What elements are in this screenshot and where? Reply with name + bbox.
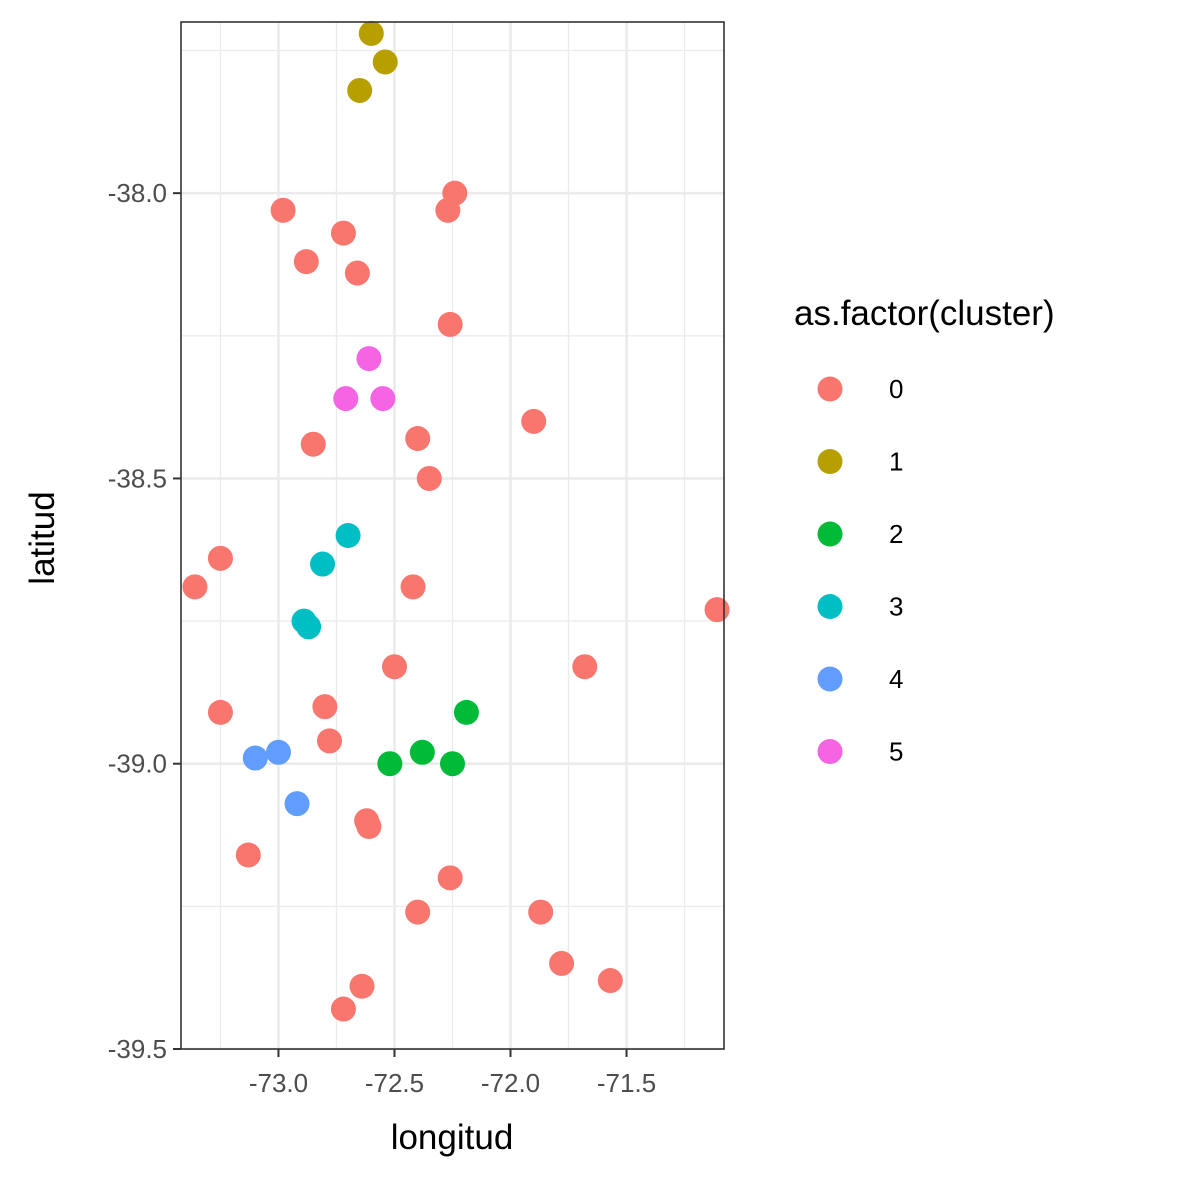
data-point-cluster-0 xyxy=(405,426,431,452)
data-point-cluster-0 xyxy=(381,654,407,680)
y-axis-title: latitud xyxy=(23,491,62,584)
data-point-cluster-0 xyxy=(572,654,598,680)
data-point-cluster-0 xyxy=(207,699,233,725)
data-point-cluster-0 xyxy=(597,968,623,994)
legend-key-3 xyxy=(817,594,843,619)
data-point-cluster-0 xyxy=(521,408,547,434)
legend-key-1 xyxy=(817,449,843,474)
data-point-cluster-3 xyxy=(335,523,361,548)
data-point-cluster-1 xyxy=(347,77,373,103)
data-point-cluster-5 xyxy=(356,346,382,372)
data-point-cluster-0 xyxy=(437,311,463,337)
y-tick-label: -39.0 xyxy=(108,749,167,779)
legend-label-2: 2 xyxy=(889,519,903,549)
legend-key-5 xyxy=(817,739,843,764)
data-point-cluster-0 xyxy=(235,842,261,868)
data-point-cluster-0 xyxy=(528,899,554,925)
data-point-cluster-1 xyxy=(358,20,384,46)
data-point-cluster-0 xyxy=(182,574,208,600)
legend-label-1: 1 xyxy=(889,447,903,477)
legend-key-0 xyxy=(817,376,843,402)
data-point-cluster-0 xyxy=(356,813,382,839)
legend-title: as.factor(cluster) xyxy=(794,294,1055,333)
data-point-cluster-0 xyxy=(317,728,343,754)
data-point-cluster-2 xyxy=(440,751,465,777)
data-point-cluster-5 xyxy=(370,386,396,412)
data-point-cluster-2 xyxy=(409,739,435,765)
legend-key-2 xyxy=(817,521,843,547)
data-point-cluster-0 xyxy=(330,996,356,1022)
data-point-cluster-0 xyxy=(207,545,233,571)
y-axis: -38.0 -38.5 -39.0 -39.5 xyxy=(108,178,181,1064)
data-point-cluster-0 xyxy=(270,197,296,223)
data-point-cluster-0 xyxy=(300,431,326,457)
x-tick-label: -73.0 xyxy=(249,1068,308,1098)
data-point-cluster-0 xyxy=(400,574,426,600)
legend-label-3: 3 xyxy=(889,592,903,622)
data-point-cluster-2 xyxy=(377,751,403,777)
legend-label-4: 4 xyxy=(889,664,903,694)
data-point-cluster-0 xyxy=(312,694,338,720)
data-point-cluster-5 xyxy=(333,386,359,412)
data-point-cluster-0 xyxy=(549,950,575,976)
legend-label-5: 5 xyxy=(889,737,903,767)
data-point-cluster-0 xyxy=(416,465,442,491)
data-point-cluster-0 xyxy=(704,597,730,623)
plot-border xyxy=(180,21,725,1050)
data-point-cluster-4 xyxy=(265,739,291,765)
data-point-cluster-4 xyxy=(242,745,268,771)
y-tick-label: -38.5 xyxy=(108,463,167,493)
data-point-cluster-0 xyxy=(437,865,463,891)
legend-key-4 xyxy=(817,666,843,692)
legend-label-0: 0 xyxy=(889,374,903,404)
x-tick-label: -71.5 xyxy=(597,1068,656,1098)
data-point-cluster-3 xyxy=(296,614,322,640)
data-point-cluster-0 xyxy=(293,249,319,275)
data-point-cluster-3 xyxy=(310,551,336,577)
y-tick-label: -38.0 xyxy=(108,178,167,208)
data-point-cluster-2 xyxy=(453,699,479,725)
data-point-cluster-0 xyxy=(405,899,431,925)
data-point-cluster-1 xyxy=(372,49,398,75)
data-point-cluster-0 xyxy=(435,197,461,223)
data-point-cluster-4 xyxy=(284,791,310,817)
data-point-cluster-0 xyxy=(344,260,370,286)
x-tick-label: -72.0 xyxy=(481,1068,540,1098)
data-points xyxy=(182,20,730,1022)
x-axis-title: longitud xyxy=(391,1118,514,1157)
y-tick-label: -39.5 xyxy=(108,1034,167,1064)
data-point-cluster-0 xyxy=(330,220,356,246)
x-axis: -73.0 -72.5 -72.0 -71.5 xyxy=(249,1049,656,1098)
legend: as.factor(cluster) 0 1 2 3 4 5 xyxy=(794,294,1055,767)
data-point-cluster-0 xyxy=(349,973,375,999)
x-tick-label: -72.5 xyxy=(365,1068,424,1098)
